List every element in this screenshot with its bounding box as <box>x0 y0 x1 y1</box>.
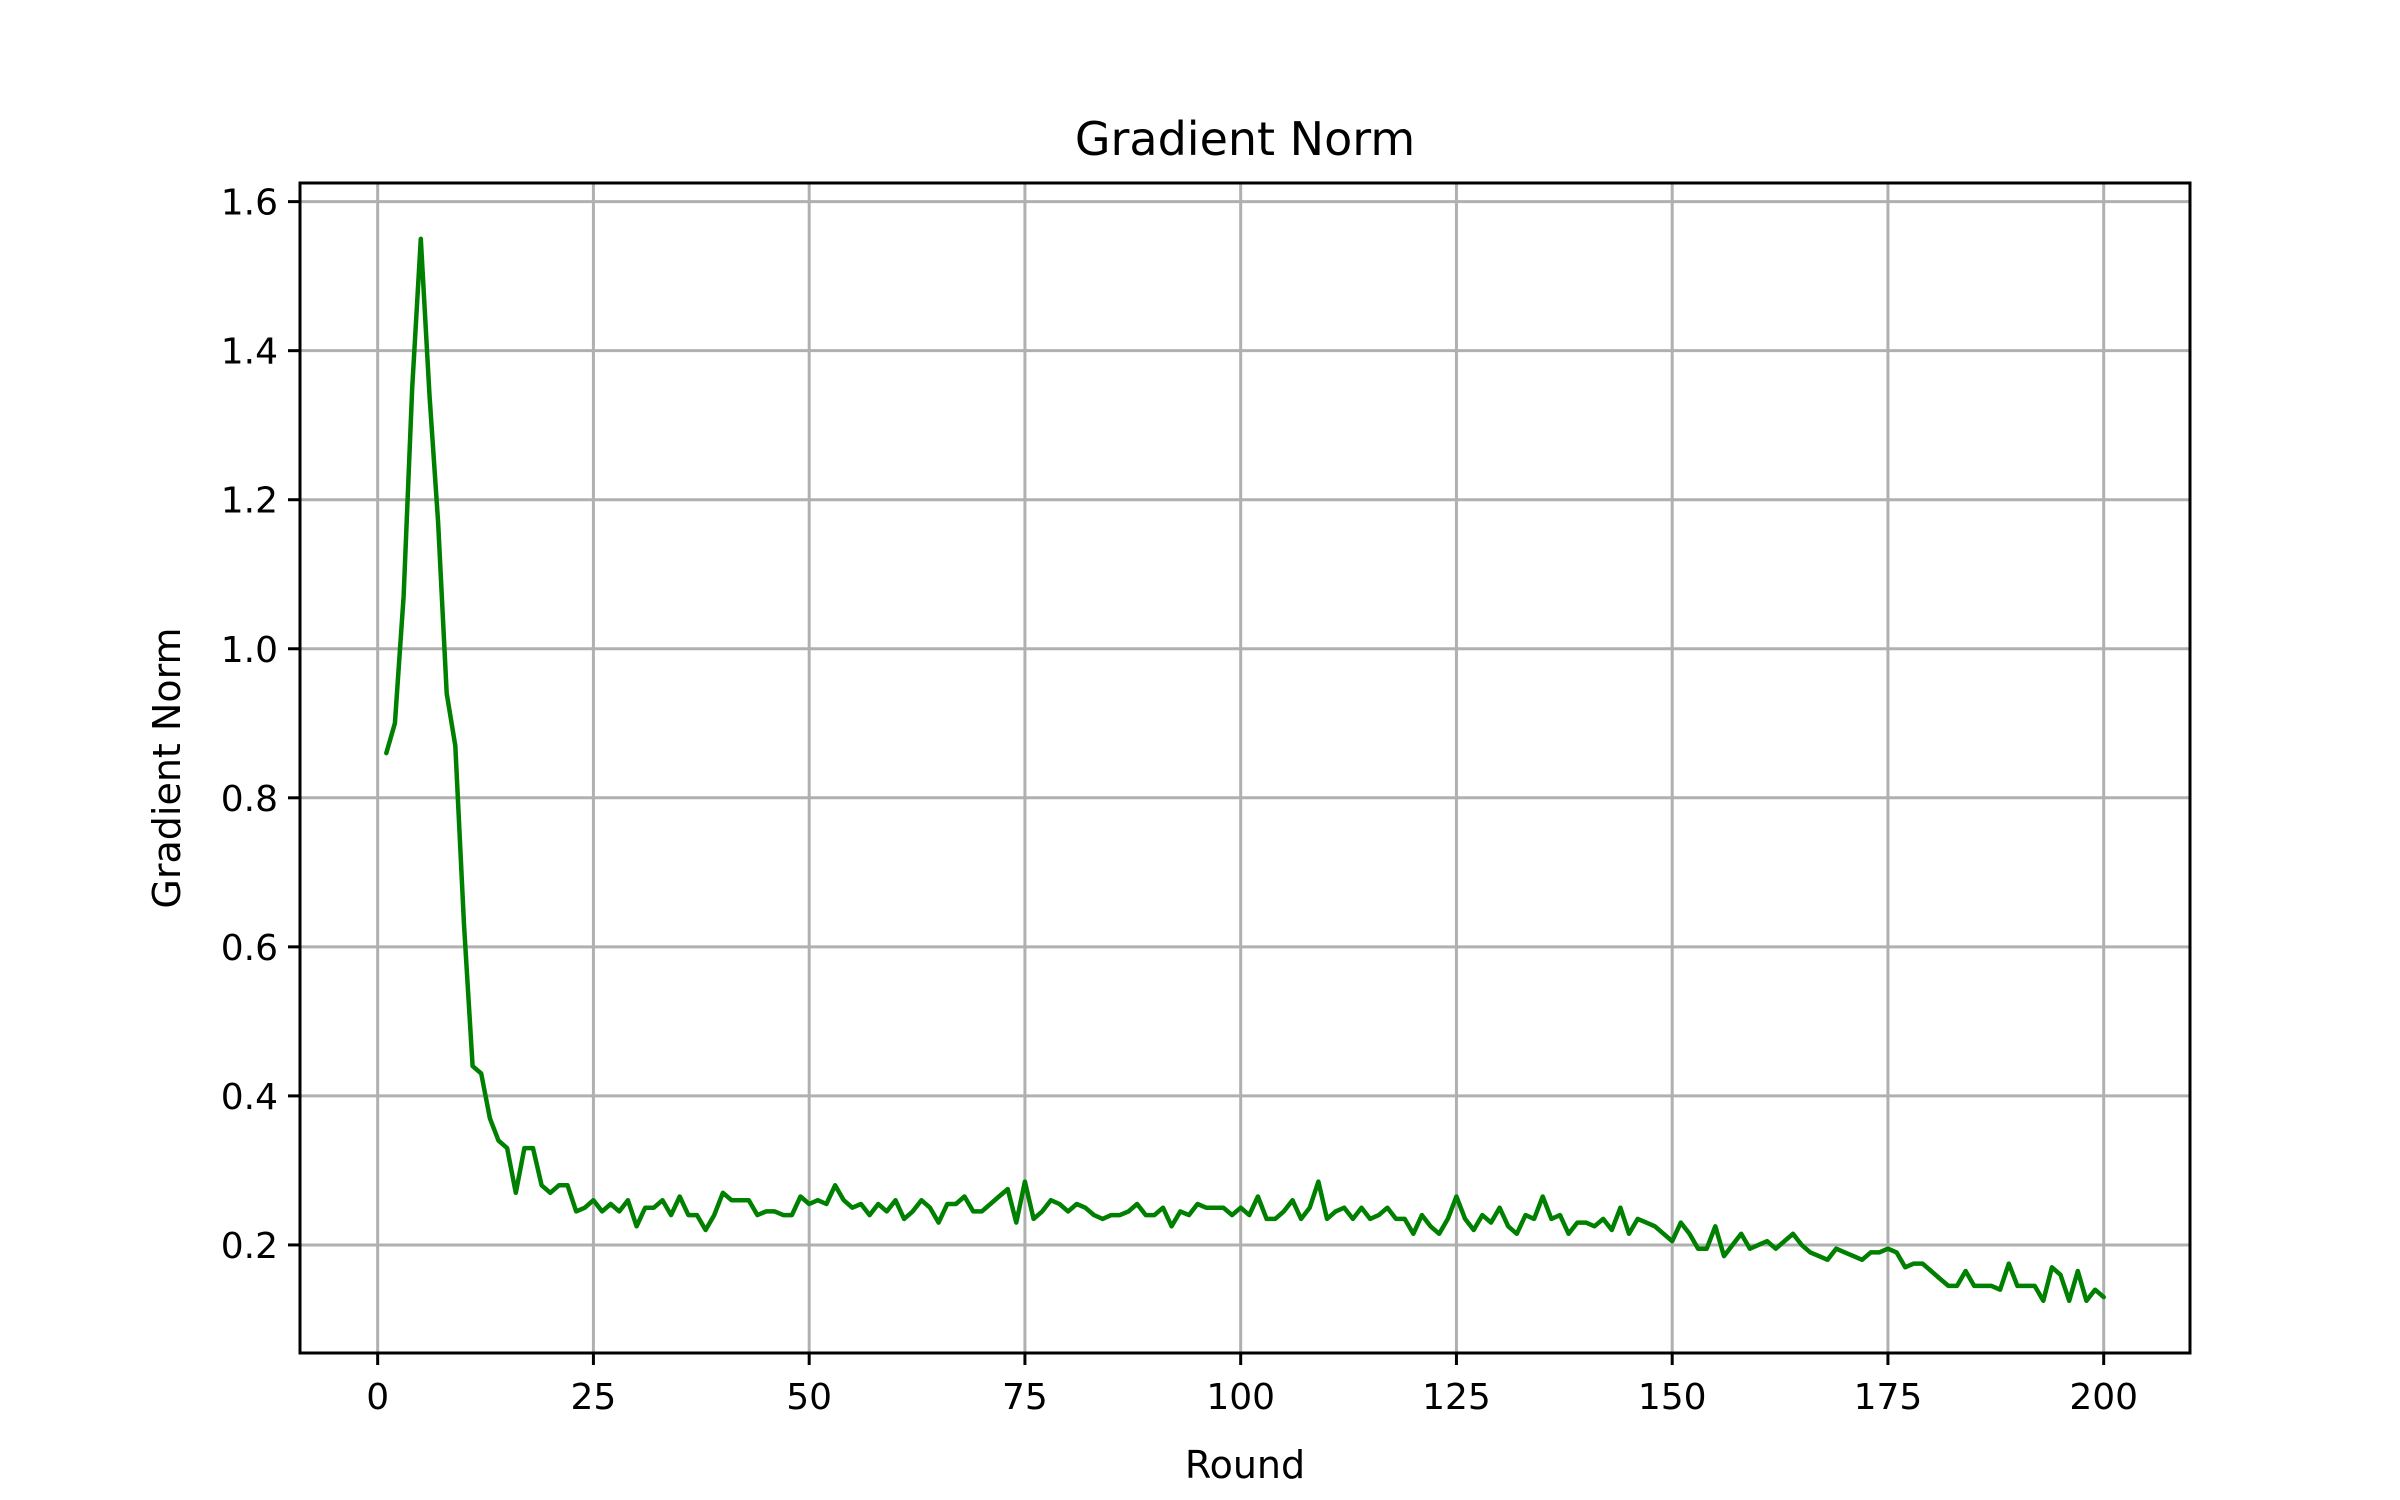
x-tick-label: 200 <box>2069 1377 2138 1418</box>
y-tick-label: 1.6 <box>221 183 278 224</box>
y-tick-label: 1.2 <box>221 481 278 522</box>
grid-layer <box>300 183 2190 1353</box>
series-line-gradient-norm <box>384 236 2106 1304</box>
y-tick-label: 1.0 <box>221 630 278 671</box>
y-tick-label: 1.4 <box>221 332 278 373</box>
x-tick-label: 50 <box>786 1377 832 1418</box>
y-axis-label: Gradient Norm <box>145 627 189 908</box>
y-tick-label: 0.8 <box>221 779 278 820</box>
y-tick-label: 0.4 <box>221 1077 278 1118</box>
x-tick-label: 175 <box>1854 1377 1923 1418</box>
plot-frame <box>298 181 2192 1355</box>
y-tick-label: 0.6 <box>221 928 278 969</box>
x-tick-label: 150 <box>1638 1377 1707 1418</box>
x-tick-label: 0 <box>366 1377 389 1418</box>
x-tick-label: 25 <box>571 1377 617 1418</box>
x-tick-label: 125 <box>1422 1377 1491 1418</box>
tick-layer: 0 25 50 75 100 125 150 175 200 0.2 0.4 0.6 0.8 1.0 1.2… <box>221 183 2138 1418</box>
x-axis-label: Round <box>1185 1443 1305 1487</box>
chart-title: Gradient Norm <box>1075 112 1415 166</box>
x-tick-label: 100 <box>1206 1377 1275 1418</box>
y-tick-label: 0.2 <box>221 1226 278 1267</box>
x-tick-label: 75 <box>1002 1377 1048 1418</box>
